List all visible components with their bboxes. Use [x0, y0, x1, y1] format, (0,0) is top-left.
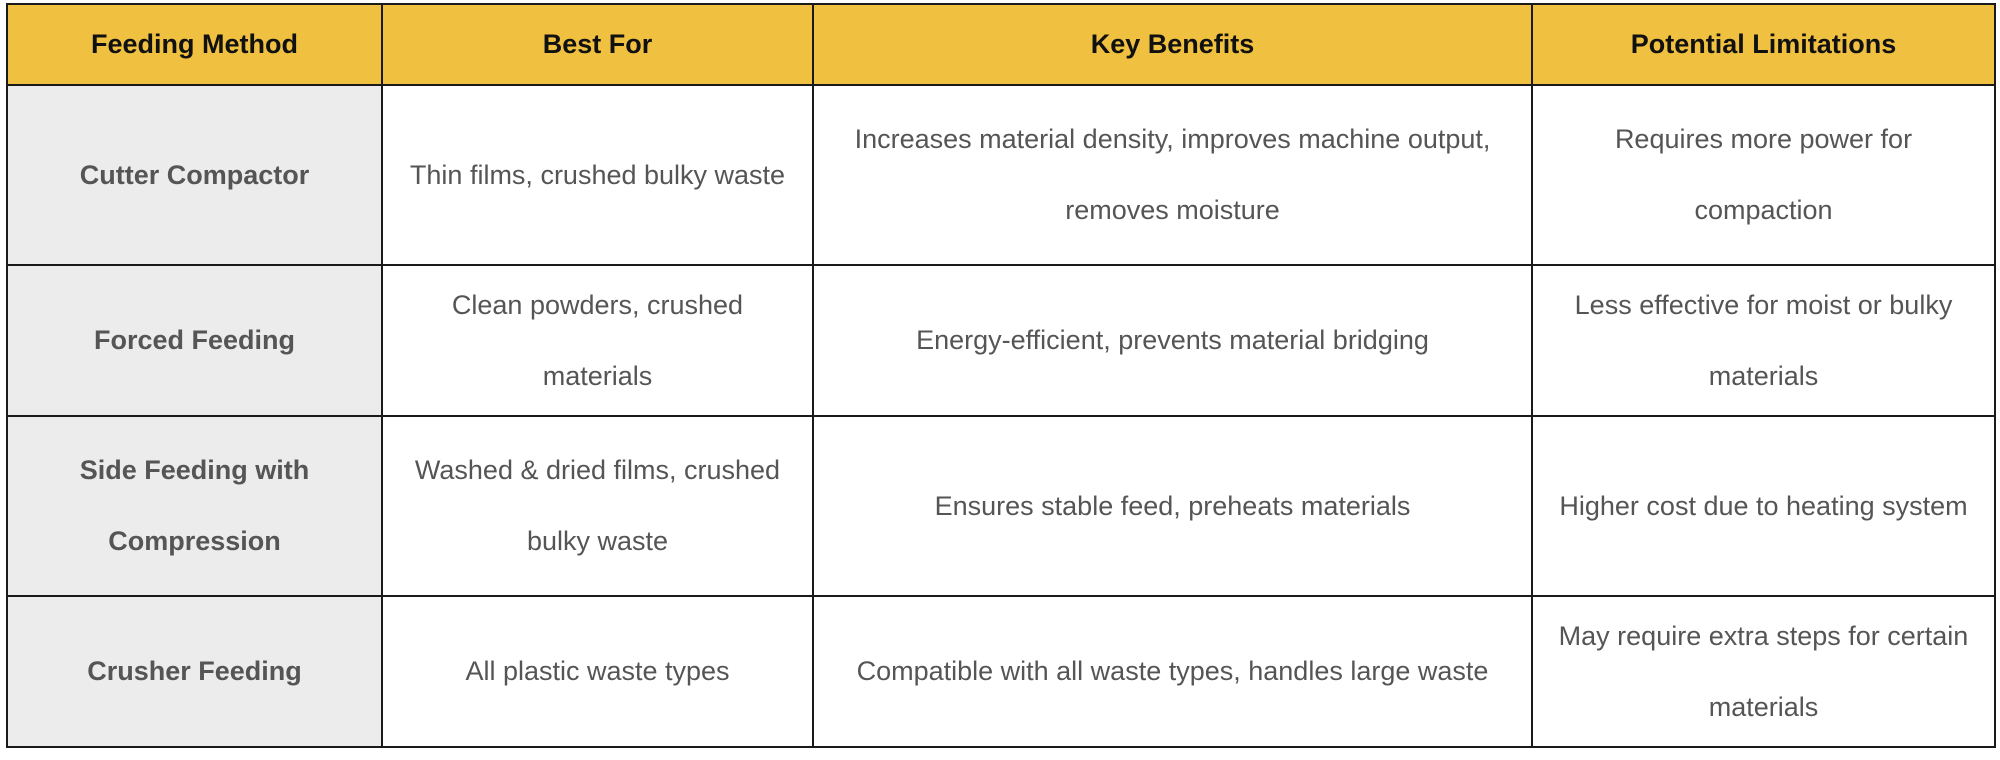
best-for-cell: Washed & dried films, crushed bulky wast…: [381, 415, 814, 597]
benefits-cell: Ensures stable feed, preheats materials: [812, 415, 1533, 597]
table-header-row: Feeding Method Best For Key Benefits Pot…: [6, 3, 1996, 86]
benefits-cell: Increases material density, improves mac…: [812, 84, 1533, 266]
method-cell: Forced Feeding: [6, 264, 383, 417]
table-row: Cutter Compactor Thin films, crushed bul…: [6, 84, 1996, 266]
table-row: Forced Feeding Clean powders, crushed ma…: [6, 264, 1996, 417]
best-for-cell: Clean powders, crushed materials: [381, 264, 814, 417]
limitations-cell: Less effective for moist or bulky materi…: [1531, 264, 1996, 417]
limitations-cell: May require extra steps for certain mate…: [1531, 595, 1996, 748]
limitations-cell: Higher cost due to heating system: [1531, 415, 1996, 597]
header-key-benefits: Key Benefits: [812, 3, 1533, 86]
limitations-cell: Requires more power for compaction: [1531, 84, 1996, 266]
header-feeding-method: Feeding Method: [6, 3, 383, 86]
benefits-cell: Energy-efficient, prevents material brid…: [812, 264, 1533, 417]
header-best-for: Best For: [381, 3, 814, 86]
method-cell: Cutter Compactor: [6, 84, 383, 266]
header-potential-limitations: Potential Limitations: [1531, 3, 1996, 86]
method-cell: Side Feeding with Compression: [6, 415, 383, 597]
best-for-cell: All plastic waste types: [381, 595, 814, 748]
method-cell: Crusher Feeding: [6, 595, 383, 748]
table-row: Crusher Feeding All plastic waste types …: [6, 595, 1996, 748]
feeding-methods-table: Feeding Method Best For Key Benefits Pot…: [6, 3, 1996, 748]
table-row: Side Feeding with Compression Washed & d…: [6, 415, 1996, 597]
best-for-cell: Thin films, crushed bulky waste: [381, 84, 814, 266]
benefits-cell: Compatible with all waste types, handles…: [812, 595, 1533, 748]
